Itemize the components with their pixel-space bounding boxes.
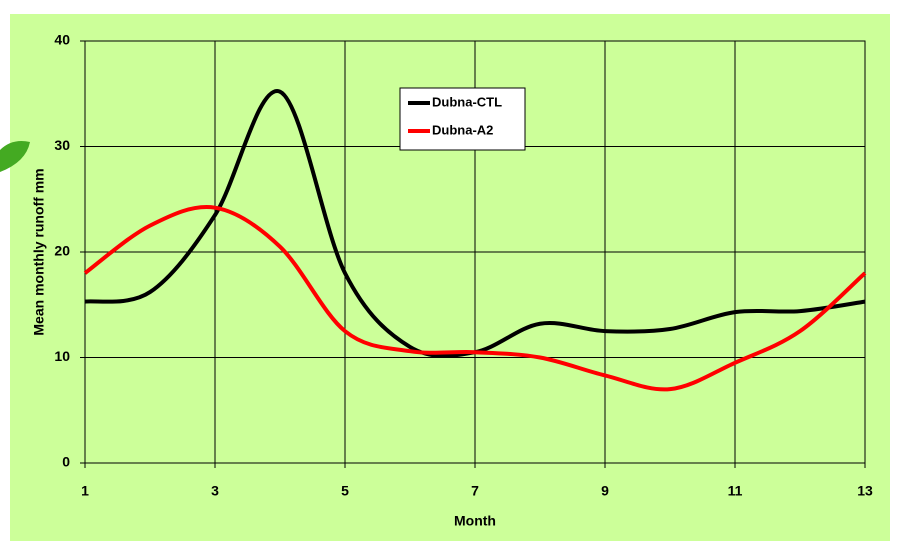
- x-tick-label: 5: [341, 483, 349, 499]
- x-tick-label: 13: [857, 483, 873, 499]
- x-axis-title: Month: [454, 513, 496, 529]
- series-line: [84, 89, 866, 358]
- y-tick-label: 10: [54, 348, 70, 364]
- y-tick-label: 30: [54, 137, 70, 153]
- x-tick-label: 3: [211, 483, 219, 499]
- legend-box: [399, 87, 526, 151]
- series-line: [83, 205, 867, 392]
- legend-label: Dubna-A2: [432, 122, 493, 137]
- y-axis-title: Mean monthly runoff mm: [31, 168, 47, 335]
- x-tick-label: 11: [728, 483, 743, 499]
- x-tick-label: 7: [471, 483, 479, 499]
- legend-label: Dubna-CTL: [432, 94, 502, 109]
- leaf-decoration: [0, 141, 30, 172]
- y-tick-label: 40: [54, 32, 70, 48]
- y-tick-label: 0: [62, 454, 70, 470]
- x-tick-label: 1: [81, 483, 89, 499]
- y-tick-label: 20: [54, 243, 70, 259]
- x-tick-label: 9: [601, 483, 609, 499]
